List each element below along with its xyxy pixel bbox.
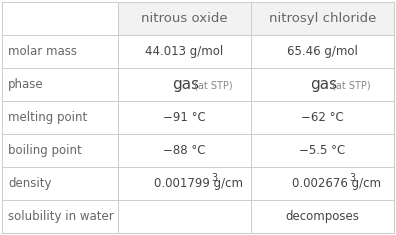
Text: −5.5 °C: −5.5 °C bbox=[299, 144, 346, 157]
Text: −62 °C: −62 °C bbox=[301, 111, 344, 124]
Bar bbox=[118, 68, 251, 101]
Bar bbox=[2, 101, 118, 134]
Bar bbox=[2, 68, 118, 101]
Bar bbox=[251, 134, 394, 167]
Text: 3: 3 bbox=[349, 172, 356, 183]
Text: 0.001799 g/cm: 0.001799 g/cm bbox=[154, 177, 243, 190]
Text: −88 °C: −88 °C bbox=[163, 144, 206, 157]
Bar bbox=[118, 35, 251, 68]
Bar bbox=[118, 101, 251, 134]
Bar bbox=[251, 101, 394, 134]
Text: 3: 3 bbox=[211, 172, 217, 183]
Text: nitrous oxide: nitrous oxide bbox=[141, 12, 228, 25]
Bar bbox=[251, 68, 394, 101]
Bar bbox=[2, 35, 118, 68]
Bar bbox=[251, 35, 394, 68]
Text: solubility in water: solubility in water bbox=[8, 210, 114, 223]
Text: decomposes: decomposes bbox=[286, 210, 360, 223]
Text: nitrosyl chloride: nitrosyl chloride bbox=[269, 12, 376, 25]
Text: density: density bbox=[8, 177, 51, 190]
Bar bbox=[251, 200, 394, 233]
Text: (at STP): (at STP) bbox=[194, 80, 233, 90]
Text: boiling point: boiling point bbox=[8, 144, 82, 157]
Bar bbox=[251, 2, 394, 35]
Bar bbox=[118, 200, 251, 233]
Bar bbox=[2, 167, 118, 200]
Bar bbox=[2, 200, 118, 233]
Text: molar mass: molar mass bbox=[8, 45, 77, 58]
Text: 0.002676 g/cm: 0.002676 g/cm bbox=[292, 177, 381, 190]
Bar bbox=[2, 2, 118, 35]
Text: gas: gas bbox=[310, 77, 337, 92]
Text: 65.46 g/mol: 65.46 g/mol bbox=[287, 45, 358, 58]
Text: phase: phase bbox=[8, 78, 44, 91]
Bar bbox=[2, 134, 118, 167]
Text: −91 °C: −91 °C bbox=[163, 111, 206, 124]
Bar bbox=[251, 167, 394, 200]
Text: 44.013 g/mol: 44.013 g/mol bbox=[145, 45, 223, 58]
Bar bbox=[118, 167, 251, 200]
Bar bbox=[118, 134, 251, 167]
Text: gas: gas bbox=[172, 77, 200, 92]
Bar bbox=[118, 2, 251, 35]
Text: melting point: melting point bbox=[8, 111, 87, 124]
Text: (at STP): (at STP) bbox=[333, 80, 371, 90]
